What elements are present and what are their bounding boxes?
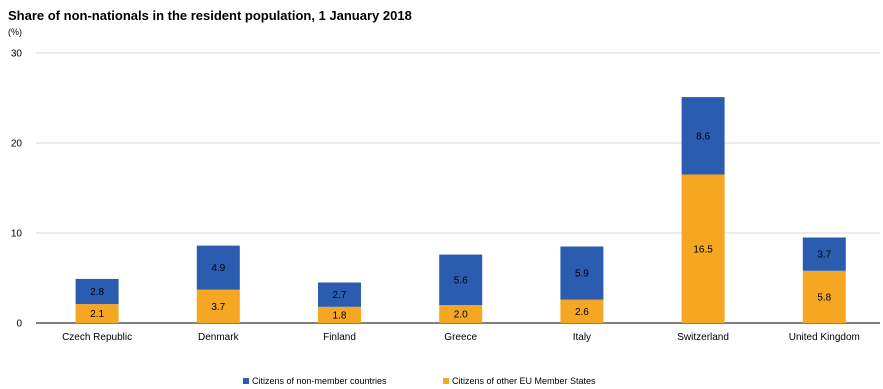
x-axis-labels: Czech Republic Denmark Finland Greece Italy S… [62,332,860,343]
y-tick-label: 0 [16,319,22,330]
x-tick-label: Switzerland [677,332,729,343]
data-label: 1.8 [333,310,347,321]
x-tick-label: Italy [573,332,591,343]
x-tick-label: Greece [444,332,477,343]
y-tick-label: 20 [11,139,23,150]
y-tick-label: 10 [11,229,23,240]
data-label: 16.5 [693,244,713,255]
data-label: 2.8 [90,287,104,298]
data-label: 3.7 [817,250,831,261]
legend-label: Citizens of other EU Member States [452,376,596,386]
x-tick-label: Denmark [198,332,240,343]
bar-segment [196,289,240,323]
bar-segment [681,97,725,175]
y-axis: 0 10 20 30 [11,49,23,330]
bar-segment [802,270,846,323]
chart-title: Share of non-nationals in the resident p… [8,8,412,23]
data-label: 2.1 [90,309,104,320]
data-label: 5.9 [575,269,589,280]
x-tick-label: Finland [323,332,356,343]
x-tick-label: United Kingdom [789,332,860,343]
data-label: 8.6 [696,131,710,142]
unit-label: (%) [8,27,22,37]
bar-segment [318,306,361,323]
data-label: 4.9 [211,263,225,274]
data-label: 3.7 [211,302,225,313]
data-label: 2.6 [575,307,589,318]
bar-segment [560,299,604,323]
legend-swatch [243,378,249,384]
bar-segment [75,304,119,323]
data-label: 5.8 [817,292,831,303]
legend: Citizens of non-member countries Citizens… [243,376,596,386]
legend-label: Citizens of non-member countries [252,376,387,386]
bar-segment [196,245,240,290]
bar-segment [75,278,119,305]
data-label: 5.6 [454,275,468,286]
bar-segment [439,254,483,305]
data-label: 2.0 [454,310,468,321]
bars: 2.1 2.8 3.7 4.9 1.8 2.7 2.0 5.6 2.6 5.9 16.5 8.6 5.8… [75,97,846,323]
x-tick-label: Czech Republic [62,332,132,343]
legend-swatch [443,378,449,384]
bar-segment [318,282,361,307]
bar-segment [439,305,483,323]
bar-segment [560,246,604,300]
y-tick-label: 30 [11,49,23,60]
bar-segment [681,174,725,323]
data-label: 2.7 [333,290,347,301]
bar-segment [802,237,846,271]
